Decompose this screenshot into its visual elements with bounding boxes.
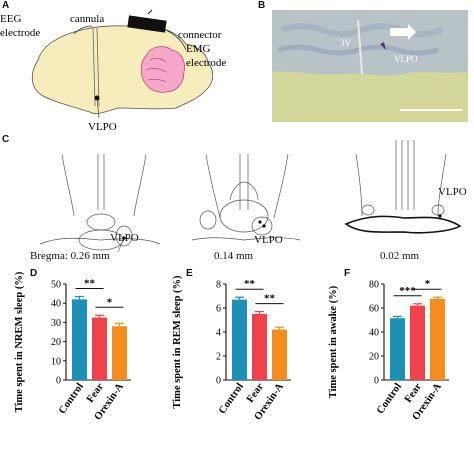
panel-letter-f: F [344, 268, 351, 279]
y-tick-label: 50 [51, 280, 61, 291]
panel-letter-e: E [186, 268, 193, 279]
y-tick-label: 0 [56, 376, 61, 387]
significance-label: *** [399, 285, 416, 297]
significance-label: ** [84, 277, 96, 289]
y-tick-label: 10 [51, 356, 61, 367]
label-vlpo-a: VLPO [88, 121, 117, 133]
y-tick-label: 6 [216, 304, 221, 315]
y-tick-label: 80 [369, 280, 379, 291]
label-vlpo-c1: VLPO [110, 232, 139, 244]
cannula-line [92, 27, 96, 107]
label-cannula: cannula [70, 13, 104, 25]
category-label: Control [217, 381, 246, 416]
bregma-label-2: 0.14 mm [214, 250, 254, 262]
significance-label: ** [264, 293, 276, 305]
y-tick-label: 60 [369, 304, 379, 315]
connector-block [127, 15, 167, 33]
significance-label: ** [244, 278, 256, 290]
section-2 [191, 153, 301, 241]
y-axis-label: Time spent in REM sleep (%) [172, 275, 183, 409]
y-tick-label: 0 [374, 376, 379, 387]
category-label: Control [375, 381, 404, 416]
bar-fear [410, 305, 425, 380]
bar-control [232, 299, 247, 380]
y-tick-label: 2 [216, 352, 221, 363]
label-eeg-line1: EEG [0, 13, 21, 25]
y-tick-label: 40 [51, 299, 61, 310]
category-label: Control [57, 381, 86, 416]
panel-c-sections [39, 140, 462, 253]
y-tick-label: 8 [216, 280, 221, 291]
bar-orexin-a [272, 329, 287, 380]
panel-letter-b: B [258, 0, 266, 11]
section-3 [344, 140, 462, 234]
section-1 [39, 153, 161, 253]
arrow-icon [390, 24, 416, 40]
y-axis-label: Time spent in NREM sleep (%) [14, 271, 25, 412]
eeg-wire [73, 25, 93, 35]
y-axis-label: Time spent in awake (%) [328, 285, 339, 398]
bar-control [390, 318, 405, 380]
label-emg-line2: electrode [186, 57, 226, 69]
bregma-label-1: Bregma: 0.26 mm [30, 250, 110, 262]
label-vlpo-c3: VLPO [438, 186, 467, 198]
label-emg-line1: EMG [186, 43, 211, 55]
y-tick-label: 4 [216, 328, 221, 339]
cerebellum [140, 46, 185, 93]
emg-wire [165, 29, 187, 51]
bar-orexin-a [112, 326, 127, 380]
label-connector: connector [178, 29, 222, 41]
significance-label: * [425, 278, 431, 290]
bregma-label-3: 0.02 mm [380, 250, 420, 262]
bar-orexin-a [430, 299, 445, 380]
label-3v: 3V [340, 38, 352, 48]
y-tick-label: 20 [51, 337, 61, 348]
tissue-region [272, 10, 468, 76]
label-vlpo-b: VLPO [394, 54, 418, 64]
y-tick-label: 40 [369, 328, 379, 339]
third-ventricle [357, 19, 363, 75]
significance-label: * [107, 296, 113, 308]
label-vlpo-c2: VLPO [254, 234, 283, 246]
panel-b-micrograph: 3V VLPO [272, 10, 468, 122]
panel-letter-d: D [30, 268, 38, 279]
label-eeg-line2: electrode [0, 27, 40, 39]
y-tick-label: 20 [369, 352, 379, 363]
panel-a-brain-schematic: EEG electrode cannula connector EMG elec… [0, 9, 226, 133]
chart-d-nrem: 0 10 20 30 40 50 Time spent in NREM sleep (%) C… [14, 271, 131, 422]
y-tick-label: 0 [216, 376, 221, 387]
panel-letter-c: C [2, 134, 10, 145]
bar-fear [92, 317, 107, 380]
y-tick-label: 30 [51, 318, 61, 329]
panel-letter-a: A [2, 0, 10, 11]
bar-fear [252, 314, 267, 380]
bar-control [72, 299, 87, 380]
